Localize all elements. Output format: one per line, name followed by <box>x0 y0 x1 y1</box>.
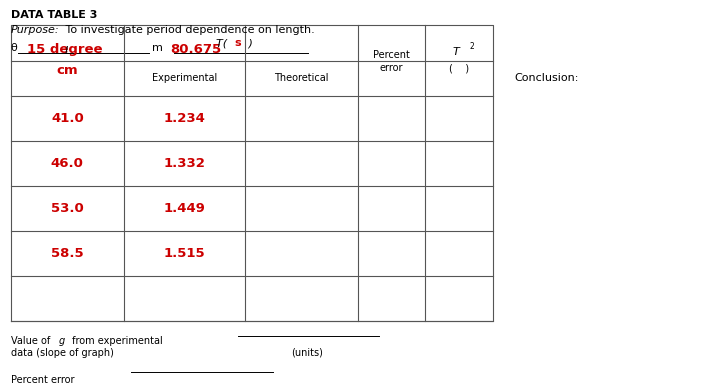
Text: data (slope of graph): data (slope of graph) <box>11 348 113 358</box>
Text: 15 degree: 15 degree <box>27 43 102 56</box>
Text: error: error <box>380 63 403 73</box>
Text: 1.234: 1.234 <box>163 112 206 125</box>
Text: 80.675: 80.675 <box>170 43 221 56</box>
Text: Purpose:: Purpose: <box>11 25 60 36</box>
Text: DATA TABLE 3: DATA TABLE 3 <box>11 10 97 20</box>
Text: s: s <box>234 38 241 48</box>
Text: g: g <box>59 336 65 346</box>
Text: To investigate period dependence on length.: To investigate period dependence on leng… <box>62 25 315 36</box>
Text: 1.449: 1.449 <box>163 202 206 215</box>
Text: (    ): ( ) <box>449 63 469 74</box>
Text: L: L <box>65 46 70 56</box>
Text: Experimental: Experimental <box>152 73 217 83</box>
Text: 1.332: 1.332 <box>163 157 206 170</box>
Text: m: m <box>152 43 163 53</box>
Text: T(: T( <box>216 38 230 48</box>
Text: θ: θ <box>11 43 18 53</box>
Text: Percent: Percent <box>373 50 411 60</box>
Text: Value of: Value of <box>11 336 53 346</box>
Text: 46.0: 46.0 <box>51 157 84 170</box>
Text: 53.0: 53.0 <box>51 202 84 215</box>
Text: Theoretical: Theoretical <box>274 73 328 83</box>
Text: from experimental: from experimental <box>69 336 162 346</box>
Text: Conclusion:: Conclusion: <box>514 73 579 83</box>
Text: T: T <box>452 47 459 57</box>
Text: 2: 2 <box>469 42 474 51</box>
Text: 1.515: 1.515 <box>164 247 205 260</box>
Text: 58.5: 58.5 <box>51 247 84 260</box>
Text: (units): (units) <box>291 348 323 358</box>
Text: Percent error: Percent error <box>11 375 74 386</box>
Text: 41.0: 41.0 <box>51 112 84 125</box>
Text: ): ) <box>245 38 252 48</box>
Text: cm: cm <box>57 64 78 77</box>
